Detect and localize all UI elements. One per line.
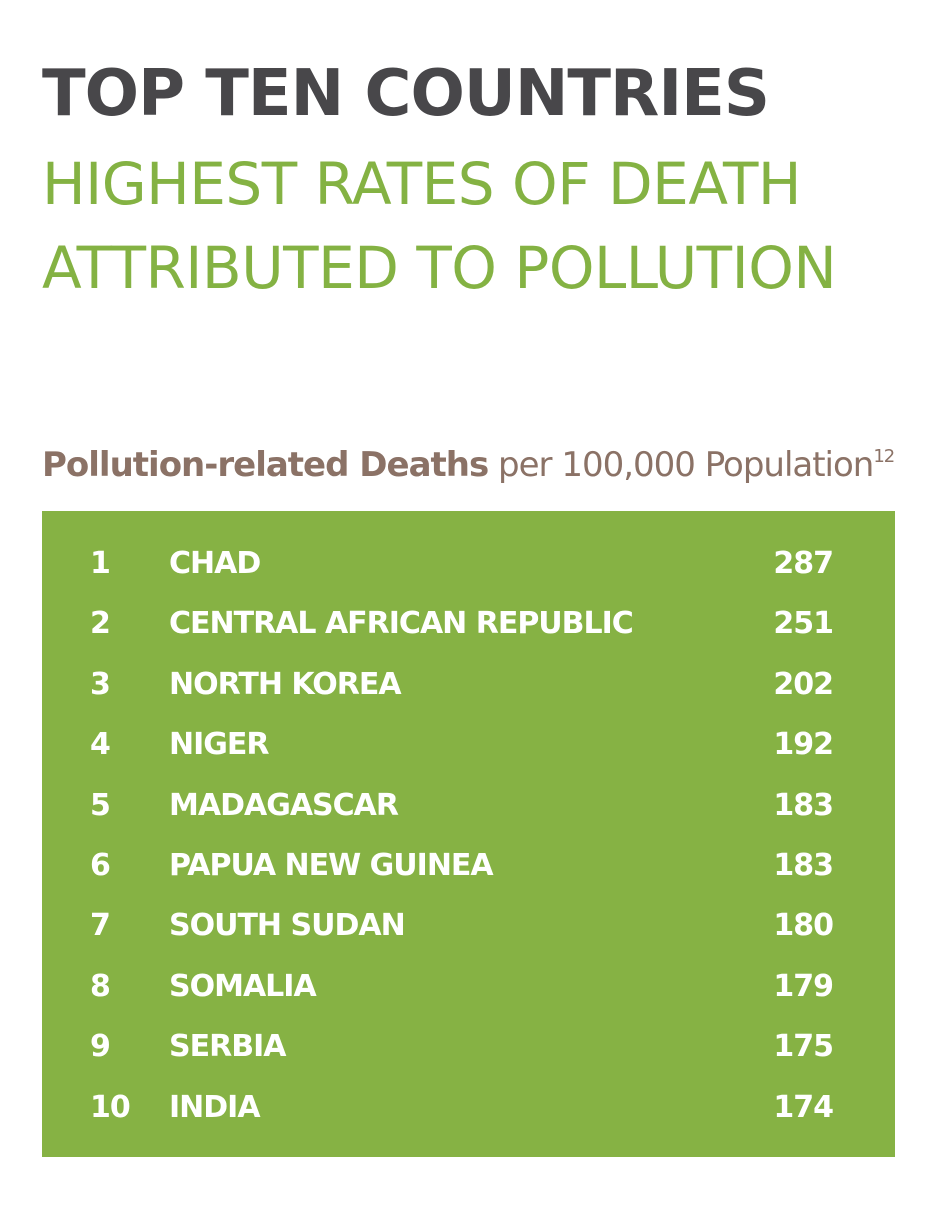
country-label: NIGER <box>169 727 269 763</box>
country-label: SOUTH SUDAN <box>169 908 406 944</box>
table-row: 1 CHAD 287 <box>42 539 895 589</box>
value-label: 202 <box>773 666 834 702</box>
page-title: TOP TEN COUNTRIES <box>42 57 770 131</box>
rank-label: 6 <box>90 848 111 883</box>
ranking-table: 1 CHAD 287 2 CENTRAL AFRICAN REPUBLIC 251 3 NOR… <box>42 511 895 1157</box>
table-row: 3 NORTH KOREA 202 <box>42 660 895 710</box>
rank-label: 10 <box>90 1089 131 1125</box>
table-row: 2 CENTRAL AFRICAN REPUBLIC 251 <box>42 599 895 649</box>
country-label: PAPUA NEW GUINEA <box>169 848 494 883</box>
value-label: 287 <box>773 546 834 581</box>
rank-label: 7 <box>90 908 111 944</box>
subtitle-line-2: ATTRIBUTED TO POLLUTION <box>42 234 837 302</box>
country-label: SERBIA <box>169 1029 286 1065</box>
country-label: MADAGASCAR <box>169 787 399 823</box>
table-row: 8 SOMALIA 179 <box>42 962 895 1012</box>
country-label: NORTH KOREA <box>169 666 402 702</box>
measure-caption: Pollution-related Deaths per 100,000 Pop… <box>42 442 895 488</box>
rank-label: 4 <box>90 727 111 763</box>
table-row: 6 PAPUA NEW GUINEA 183 <box>42 841 895 891</box>
measure-caption-bold: Pollution-related Deaths <box>42 445 489 485</box>
value-label: 174 <box>773 1089 834 1125</box>
country-label: CENTRAL AFRICAN REPUBLIC <box>169 606 634 642</box>
value-label: 183 <box>773 787 834 823</box>
measure-caption-light: per 100,000 Population <box>498 445 874 485</box>
rank-label: 2 <box>90 606 111 642</box>
rank-label: 1 <box>90 546 111 581</box>
table-row: 5 MADAGASCAR 183 <box>42 781 895 831</box>
footnote-marker: 12 <box>873 446 895 467</box>
table-row: 9 SERBIA 175 <box>42 1022 895 1072</box>
value-label: 192 <box>773 727 834 763</box>
rank-label: 8 <box>90 968 111 1004</box>
value-label: 251 <box>773 606 834 642</box>
value-label: 175 <box>773 1029 834 1065</box>
country-label: CHAD <box>169 546 261 581</box>
subtitle-line-1: HIGHEST RATES OF DEATH <box>42 150 802 218</box>
rank-label: 9 <box>90 1029 111 1065</box>
rank-label: 3 <box>90 666 111 702</box>
value-label: 179 <box>773 968 834 1004</box>
table-row: 7 SOUTH SUDAN 180 <box>42 901 895 951</box>
table-row: 10 INDIA 174 <box>42 1083 895 1133</box>
country-label: SOMALIA <box>169 968 317 1004</box>
page-subtitle: HIGHEST RATES OF DEATH ATTRIBUTED TO POL… <box>42 142 837 310</box>
table-row: 4 NIGER 192 <box>42 720 895 770</box>
country-label: INDIA <box>169 1089 261 1125</box>
value-label: 180 <box>773 908 834 944</box>
value-label: 183 <box>773 848 834 883</box>
rank-label: 5 <box>90 787 111 823</box>
